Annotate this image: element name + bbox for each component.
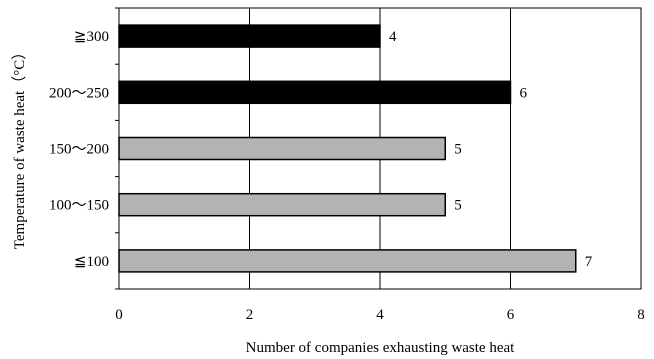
y-category-label: 200～250 bbox=[49, 85, 109, 101]
x-tick-label: 2 bbox=[246, 307, 254, 323]
bar-0 bbox=[118, 24, 381, 48]
y-category-label: 150～200 bbox=[49, 142, 109, 158]
bar-1 bbox=[118, 80, 512, 105]
x-axis-title: Number of companies exhausting waste hea… bbox=[246, 340, 515, 356]
bars bbox=[118, 24, 577, 273]
y-ticks bbox=[115, 7, 119, 290]
y-category-labels: ≧300 200～250 150～200 100～150 ≦100 bbox=[49, 29, 109, 270]
bar-3 bbox=[118, 192, 446, 217]
y-axis-title: Temperature of waste heat（°C） bbox=[11, 45, 28, 249]
data-label: 6 bbox=[520, 85, 528, 101]
data-labels: 4 6 5 5 7 bbox=[389, 29, 593, 270]
data-label: 5 bbox=[454, 142, 462, 158]
plot-frame bbox=[118, 7, 642, 290]
x-tick-label: 0 bbox=[115, 307, 123, 323]
x-tick-label: 6 bbox=[507, 307, 515, 323]
data-label: 7 bbox=[585, 254, 593, 270]
x-tick-label: 4 bbox=[376, 307, 384, 323]
bar-2 bbox=[118, 136, 446, 161]
bar-4 bbox=[118, 249, 577, 273]
y-category-label: ≦100 bbox=[74, 254, 109, 270]
y-category-label: 100～150 bbox=[49, 198, 109, 214]
x-tick-label: 8 bbox=[637, 307, 645, 323]
data-label: 4 bbox=[389, 29, 397, 45]
data-label: 5 bbox=[454, 198, 462, 214]
x-tick-labels: 0 2 4 6 8 bbox=[115, 307, 645, 323]
y-category-label: ≧300 bbox=[74, 29, 109, 45]
